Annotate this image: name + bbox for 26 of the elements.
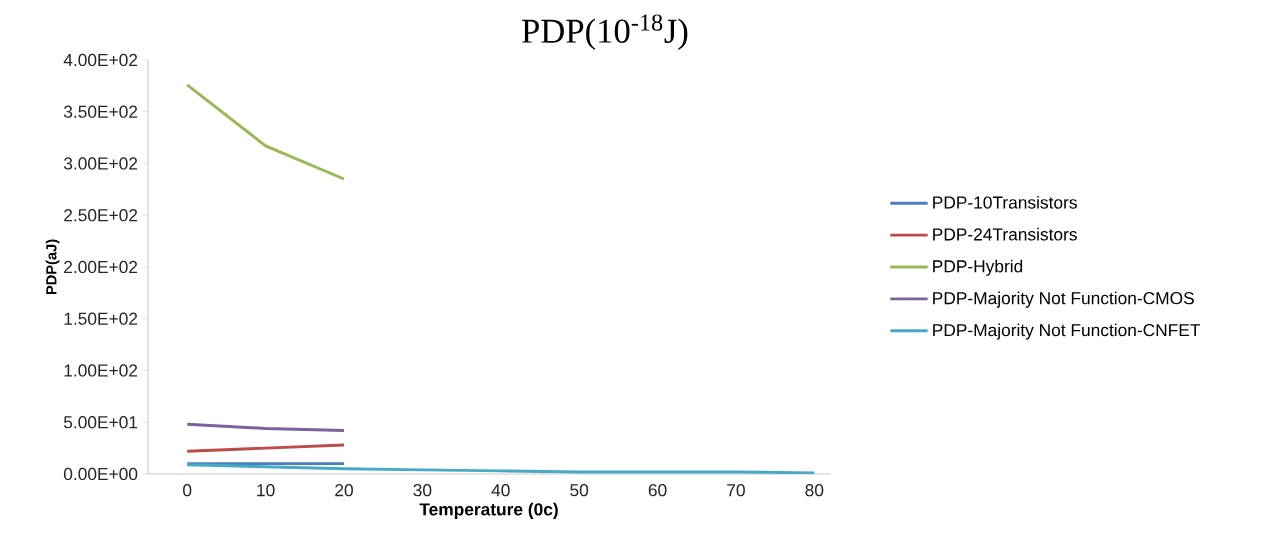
legend-label: PDP-10Transistors xyxy=(933,195,1077,209)
x-tick-label: 40 xyxy=(491,484,510,497)
x-tick-label: 50 xyxy=(570,484,589,497)
y-tick-label: 2.00E+02 xyxy=(64,260,138,274)
x-tick-label: 70 xyxy=(727,484,745,497)
legend-label: PDP-Hybrid xyxy=(933,259,1023,276)
y-tick-label: 1.50E+02 xyxy=(64,312,138,325)
y-tick-label: 3.50E+02 xyxy=(63,105,138,118)
legend-label: PDP-Majority Not Function-CMOS xyxy=(933,291,1194,308)
x-tick-label: 10 xyxy=(257,484,275,497)
y-tick-label: 1.00E+02 xyxy=(64,364,138,377)
y-tick-label: 3.00E+02 xyxy=(63,157,138,170)
y-tick-label: 0.00E+00 xyxy=(63,467,138,481)
x-tick-label: 20 xyxy=(335,484,353,497)
chart-title: PDP(10$^{-18}$J) xyxy=(522,14,688,50)
y-axis-title: PDP(aJ) xyxy=(45,239,60,295)
legend-label: PDP-Majority Not Function-CNFET xyxy=(933,323,1201,340)
x-tick-label: 30 xyxy=(413,484,432,497)
x-tick-label: 80 xyxy=(805,484,824,497)
x-tick-label: 60 xyxy=(648,484,667,497)
y-tick-label: 5.00E+01 xyxy=(63,416,138,429)
y-tick-label: 2.50E+02 xyxy=(64,209,138,222)
x-tick-label: 0 xyxy=(183,484,192,497)
y-tick-label: 4.00E+02 xyxy=(63,53,138,67)
x-axis-title: Temperature (0c) xyxy=(419,502,558,519)
legend-label: PDP-24Transistors xyxy=(933,227,1077,241)
